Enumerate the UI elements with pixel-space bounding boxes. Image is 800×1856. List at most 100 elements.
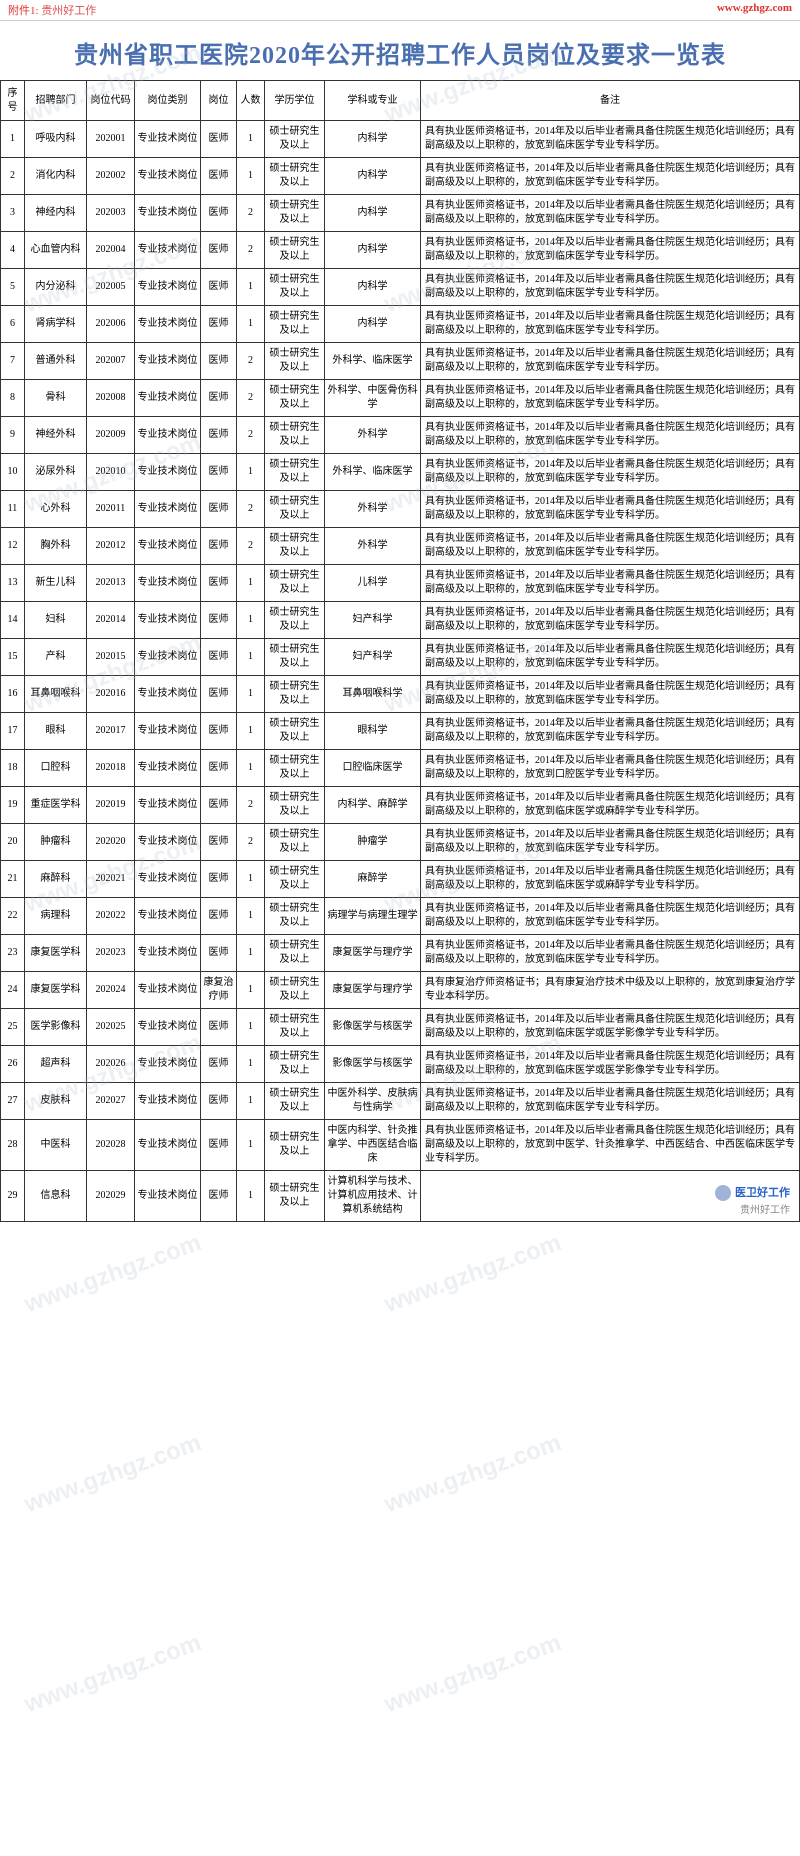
cell-seq: 25 <box>1 1009 25 1046</box>
cell-dept: 耳鼻咽喉科 <box>25 676 87 713</box>
cell-num: 2 <box>237 343 265 380</box>
cell-code: 202024 <box>87 972 135 1009</box>
cell-seq: 2 <box>1 158 25 195</box>
cell-edu: 硕士研究生及以上 <box>265 639 325 676</box>
cell-dept: 肾病学科 <box>25 306 87 343</box>
cell-code: 202014 <box>87 602 135 639</box>
cell-major: 妇产科学 <box>325 602 421 639</box>
cell-num: 2 <box>237 528 265 565</box>
cell-cat: 专业技术岗位 <box>135 935 201 972</box>
cell-seq: 23 <box>1 935 25 972</box>
cell-pos: 医师 <box>201 935 237 972</box>
cell-remark: 具有执业医师资格证书，2014年及以后毕业者需具备住院医生规范化培训经历；具有副… <box>421 787 800 824</box>
cell-num: 2 <box>237 195 265 232</box>
watermark: www.gzhgz.com <box>21 1629 205 1719</box>
cell-remark: 具有执业医师资格证书，2014年及以后毕业者需具备住院医生规范化培训经历；具有副… <box>421 454 800 491</box>
cell-seq: 15 <box>1 639 25 676</box>
cell-cat: 专业技术岗位 <box>135 1171 201 1222</box>
cell-major: 内科学 <box>325 195 421 232</box>
cell-seq: 13 <box>1 565 25 602</box>
cell-remark: 具有执业医师资格证书，2014年及以后毕业者需具备住院医生规范化培训经历；具有副… <box>421 713 800 750</box>
cell-code: 202022 <box>87 898 135 935</box>
table-row: 10泌尿外科202010专业技术岗位医师1硕士研究生及以上外科学、临床医学具有执… <box>1 454 800 491</box>
cell-remark: 具有康复治疗师资格证书；具有康复治疗技术中级及以上职称的，放宽到康复治疗学专业本… <box>421 972 800 1009</box>
cell-seq: 26 <box>1 1046 25 1083</box>
cell-seq: 17 <box>1 713 25 750</box>
cell-edu: 硕士研究生及以上 <box>265 750 325 787</box>
cell-num: 1 <box>237 713 265 750</box>
cell-num: 1 <box>237 1120 265 1171</box>
cell-seq: 16 <box>1 676 25 713</box>
cell-code: 202026 <box>87 1046 135 1083</box>
cell-remark: 具有执业医师资格证书，2014年及以后毕业者需具备住院医生规范化培训经历；具有副… <box>421 861 800 898</box>
cell-remark: 具有执业医师资格证书，2014年及以后毕业者需具备住院医生规范化培训经历；具有副… <box>421 158 800 195</box>
table-row: 17眼科202017专业技术岗位医师1硕士研究生及以上眼科学具有执业医师资格证书… <box>1 713 800 750</box>
cell-pos: 康复治疗师 <box>201 972 237 1009</box>
cell-major: 康复医学与理疗学 <box>325 935 421 972</box>
cell-edu: 硕士研究生及以上 <box>265 306 325 343</box>
cell-cat: 专业技术岗位 <box>135 676 201 713</box>
cell-major: 内科学 <box>325 306 421 343</box>
cell-cat: 专业技术岗位 <box>135 121 201 158</box>
cell-pos: 医师 <box>201 1120 237 1171</box>
cell-num: 1 <box>237 454 265 491</box>
cell-pos: 医师 <box>201 1171 237 1222</box>
cell-code: 202013 <box>87 565 135 602</box>
cell-remark: 具有执业医师资格证书，2014年及以后毕业者需具备住院医生规范化培训经历；具有副… <box>421 491 800 528</box>
cell-code: 202029 <box>87 1171 135 1222</box>
cell-cat: 专业技术岗位 <box>135 1046 201 1083</box>
cell-code: 202008 <box>87 380 135 417</box>
table-body: 1呼吸内科202001专业技术岗位医师1硕士研究生及以上内科学具有执业医师资格证… <box>1 121 800 1222</box>
cell-pos: 医师 <box>201 602 237 639</box>
cell-major: 内科学 <box>325 269 421 306</box>
cell-cat: 专业技术岗位 <box>135 491 201 528</box>
cell-num: 1 <box>237 972 265 1009</box>
cell-major: 麻醉学 <box>325 861 421 898</box>
cell-remark: 具有执业医师资格证书，2014年及以后毕业者需具备住院医生规范化培训经历；具有副… <box>421 121 800 158</box>
header-strip: 附件1: 贵州好工作 www.gzhgz.com <box>0 0 800 21</box>
cell-pos: 医师 <box>201 676 237 713</box>
cell-seq: 22 <box>1 898 25 935</box>
cell-dept: 呼吸内科 <box>25 121 87 158</box>
cell-major: 外科学、中医骨伤科学 <box>325 380 421 417</box>
cell-num: 1 <box>237 158 265 195</box>
cell-seq: 7 <box>1 343 25 380</box>
cell-dept: 麻醉科 <box>25 861 87 898</box>
cell-edu: 硕士研究生及以上 <box>265 1083 325 1120</box>
cell-seq: 8 <box>1 380 25 417</box>
cell-cat: 专业技术岗位 <box>135 306 201 343</box>
cell-seq: 6 <box>1 306 25 343</box>
cell-code: 202004 <box>87 232 135 269</box>
cell-dept: 超声科 <box>25 1046 87 1083</box>
cell-cat: 专业技术岗位 <box>135 454 201 491</box>
cell-cat: 专业技术岗位 <box>135 713 201 750</box>
cell-edu: 硕士研究生及以上 <box>265 1009 325 1046</box>
cell-major: 中医外科学、皮肤病与性病学 <box>325 1083 421 1120</box>
cell-cat: 专业技术岗位 <box>135 787 201 824</box>
cell-dept: 眼科 <box>25 713 87 750</box>
cell-seq: 11 <box>1 491 25 528</box>
table-row: 14妇科202014专业技术岗位医师1硕士研究生及以上妇产科学具有执业医师资格证… <box>1 602 800 639</box>
cell-dept: 中医科 <box>25 1120 87 1171</box>
table-row: 15产科202015专业技术岗位医师1硕士研究生及以上妇产科学具有执业医师资格证… <box>1 639 800 676</box>
cell-remark: 具有执业医师资格证书，2014年及以后毕业者需具备住院医生规范化培训经历；具有副… <box>421 824 800 861</box>
cell-seq: 24 <box>1 972 25 1009</box>
cell-dept: 内分泌科 <box>25 269 87 306</box>
cell-remark: 具有执业医师资格证书，2014年及以后毕业者需具备住院医生规范化培训经历；具有副… <box>421 417 800 454</box>
cell-seq: 29 <box>1 1171 25 1222</box>
header-url: www.gzhgz.com <box>717 2 792 18</box>
cell-remark: 具有执业医师资格证书，2014年及以后毕业者需具备住院医生规范化培训经历；具有副… <box>421 1009 800 1046</box>
footer-line1: 医卫好工作 <box>735 1187 790 1199</box>
cell-pos: 医师 <box>201 787 237 824</box>
table-row: 13新生儿科202013专业技术岗位医师1硕士研究生及以上儿科学具有执业医师资格… <box>1 565 800 602</box>
table-row: 20肿瘤科202020专业技术岗位医师2硕士研究生及以上肿瘤学具有执业医师资格证… <box>1 824 800 861</box>
cell-num: 1 <box>237 269 265 306</box>
cell-dept: 病理科 <box>25 898 87 935</box>
cell-cat: 专业技术岗位 <box>135 269 201 306</box>
cell-major: 眼科学 <box>325 713 421 750</box>
cell-code: 202028 <box>87 1120 135 1171</box>
cell-cat: 专业技术岗位 <box>135 158 201 195</box>
cell-edu: 硕士研究生及以上 <box>265 454 325 491</box>
watermark: www.gzhgz.com <box>21 1229 205 1319</box>
cell-seq: 9 <box>1 417 25 454</box>
